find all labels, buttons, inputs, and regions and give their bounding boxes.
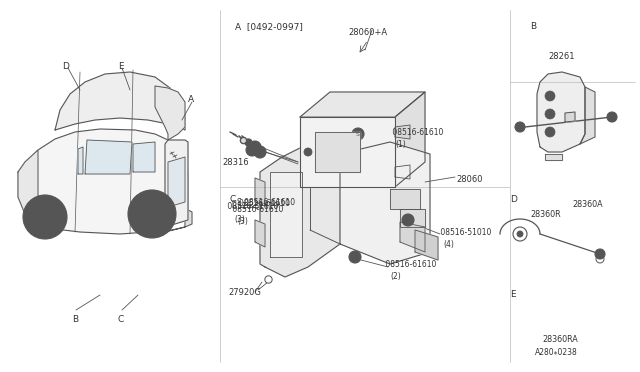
Polygon shape	[537, 72, 585, 152]
Text: B: B	[530, 22, 536, 31]
Polygon shape	[395, 125, 410, 139]
Polygon shape	[165, 140, 188, 227]
Text: S: S	[258, 150, 262, 154]
Polygon shape	[340, 142, 430, 264]
Circle shape	[139, 201, 165, 227]
Text: 28360A: 28360A	[572, 200, 603, 209]
Polygon shape	[78, 147, 83, 174]
Text: 28360RA: 28360RA	[542, 335, 578, 344]
Text: 27920G: 27920G	[228, 288, 261, 297]
Polygon shape	[395, 165, 410, 179]
Text: (4): (4)	[443, 240, 454, 249]
Circle shape	[545, 109, 555, 119]
Polygon shape	[415, 230, 438, 260]
Circle shape	[402, 214, 414, 226]
Text: 08516-61610: 08516-61610	[383, 260, 436, 269]
Text: D: D	[510, 195, 517, 204]
Circle shape	[545, 91, 555, 101]
Polygon shape	[300, 92, 425, 117]
Text: E: E	[510, 290, 516, 299]
Circle shape	[595, 249, 605, 259]
Polygon shape	[580, 87, 595, 144]
Circle shape	[349, 251, 361, 263]
Circle shape	[128, 190, 176, 238]
Polygon shape	[85, 140, 132, 174]
Polygon shape	[400, 209, 425, 227]
Text: 28060: 28060	[456, 175, 483, 184]
Polygon shape	[565, 112, 575, 122]
Text: 28060+A: 28060+A	[348, 28, 387, 37]
Circle shape	[352, 128, 364, 140]
Polygon shape	[390, 189, 420, 209]
Text: 28316: 28316	[222, 158, 248, 167]
Text: S: S	[406, 218, 410, 222]
Text: 08516-61610: 08516-61610	[230, 205, 284, 214]
Polygon shape	[55, 72, 185, 130]
Text: S: S	[353, 254, 357, 260]
Polygon shape	[315, 132, 360, 172]
Text: A280⁎0238: A280⁎0238	[535, 348, 578, 357]
Text: 28261: 28261	[548, 52, 575, 61]
Text: 08516-51010: 08516-51010	[438, 228, 492, 237]
Text: S: S	[250, 148, 254, 153]
Polygon shape	[155, 86, 185, 140]
Text: A: A	[188, 95, 194, 104]
Polygon shape	[133, 142, 155, 172]
Circle shape	[33, 205, 57, 229]
Polygon shape	[260, 144, 340, 277]
Text: (2): (2)	[390, 272, 401, 281]
Circle shape	[607, 112, 617, 122]
Circle shape	[254, 146, 266, 158]
Circle shape	[304, 148, 312, 156]
Polygon shape	[545, 154, 562, 160]
Text: B: B	[72, 315, 78, 324]
Circle shape	[246, 144, 258, 156]
Text: 28360R: 28360R	[530, 210, 561, 219]
Text: 08516-61610: 08516-61610	[390, 128, 444, 137]
Text: D: D	[62, 62, 69, 71]
Circle shape	[517, 231, 523, 237]
Text: (3): (3)	[237, 217, 248, 226]
Polygon shape	[155, 194, 192, 234]
Polygon shape	[255, 220, 265, 247]
Text: S: S	[253, 144, 257, 150]
Text: S: S	[356, 131, 360, 137]
Text: C: C	[230, 195, 236, 204]
Polygon shape	[18, 129, 188, 234]
Polygon shape	[400, 222, 425, 252]
Polygon shape	[255, 178, 265, 206]
Circle shape	[249, 141, 261, 153]
Polygon shape	[18, 150, 38, 224]
Text: S 08516-61610: S 08516-61610	[237, 198, 295, 207]
Text: 08516-61610: 08516-61610	[225, 202, 278, 211]
Text: (3): (3)	[234, 215, 245, 224]
Text: C: C	[118, 315, 124, 324]
Polygon shape	[300, 117, 395, 187]
Polygon shape	[168, 157, 185, 207]
Text: (1): (1)	[395, 140, 406, 149]
Text: E: E	[118, 62, 124, 71]
Circle shape	[515, 122, 525, 132]
Polygon shape	[395, 92, 425, 187]
Text: A  [0492-0997]: A [0492-0997]	[235, 22, 303, 31]
Circle shape	[545, 127, 555, 137]
Polygon shape	[270, 172, 302, 257]
Text: Ⓜ 08516-61610: Ⓜ 08516-61610	[232, 198, 290, 207]
Circle shape	[23, 195, 67, 239]
